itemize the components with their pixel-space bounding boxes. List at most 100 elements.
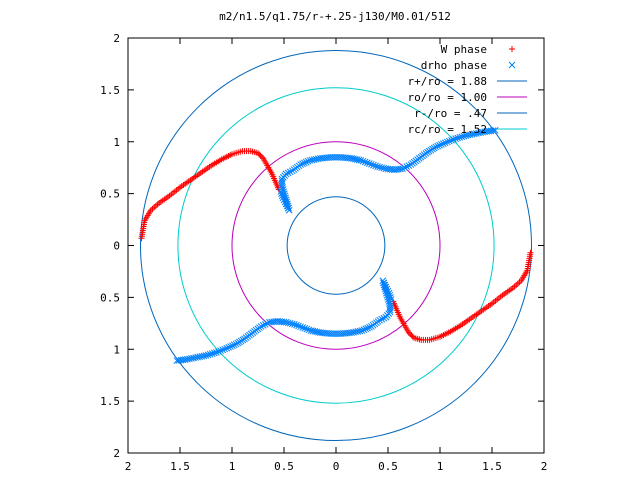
y-tick-label: 1	[113, 343, 120, 356]
data-point	[491, 126, 499, 134]
data-point	[297, 323, 304, 331]
legend-swatch	[509, 46, 515, 52]
data-point	[443, 138, 451, 146]
x-tick-label: 1	[229, 460, 236, 473]
data-point	[403, 163, 411, 171]
data-point	[381, 285, 389, 293]
data-point	[204, 351, 212, 359]
data-point	[359, 157, 367, 165]
data-point	[382, 313, 390, 321]
data-point	[370, 161, 377, 169]
data-point	[460, 132, 468, 140]
data-point	[397, 165, 404, 173]
data-point	[279, 186, 287, 193]
data-point	[452, 135, 459, 142]
data-point	[213, 349, 220, 356]
data-point	[293, 321, 300, 329]
data-point	[264, 319, 271, 327]
data-point	[281, 192, 289, 200]
data-point	[380, 279, 387, 287]
x-tick-label: 1.5	[170, 460, 190, 473]
data-point	[304, 157, 312, 165]
data-point	[284, 169, 292, 177]
data-point	[230, 341, 238, 349]
data-point	[368, 160, 375, 168]
reference-circle	[177, 87, 495, 404]
data-point	[378, 315, 386, 323]
data-point	[432, 143, 440, 151]
data-point	[258, 154, 265, 161]
data-point	[278, 177, 286, 185]
data-point	[384, 296, 392, 303]
data-point	[299, 160, 306, 168]
data-point	[380, 281, 388, 289]
legend-label: ro/ro = 1.00	[408, 91, 487, 104]
data-point	[307, 327, 315, 334]
data-point	[383, 291, 391, 299]
data-point	[409, 333, 416, 340]
x-tick-label: 1.5	[482, 460, 502, 473]
x-tick-label: 2	[541, 460, 548, 473]
data-point	[282, 196, 290, 204]
y-tick-label: 0.5	[100, 188, 120, 201]
data-point	[366, 323, 373, 331]
data-point	[280, 188, 288, 195]
data-point	[302, 158, 310, 166]
data-point	[257, 152, 264, 159]
data-point	[436, 141, 443, 149]
data-point	[282, 194, 289, 202]
y-tick-label: 1.5	[100, 84, 120, 97]
data-point	[215, 348, 222, 355]
x-tick-label: 0.5	[274, 460, 294, 473]
data-point	[261, 320, 269, 328]
data-point	[227, 343, 234, 350]
y-tick-label: 1	[113, 136, 120, 149]
y-tick-label: 1.5	[100, 395, 120, 408]
data-point	[284, 200, 291, 208]
data-point	[380, 314, 388, 322]
data-point	[266, 318, 273, 326]
data-point	[217, 347, 224, 355]
data-point	[383, 289, 390, 297]
data-point	[489, 127, 497, 134]
data-point	[255, 150, 261, 157]
data-point	[458, 133, 466, 141]
data-point	[378, 164, 386, 172]
data-point	[286, 319, 294, 327]
data-point	[280, 190, 288, 197]
data-point	[448, 136, 455, 144]
data-point	[283, 198, 291, 206]
data-point	[210, 349, 218, 357]
legend: W phase drho phase r+/ro = 1.88 ro/ro = 1.0…	[408, 43, 527, 136]
data-point	[206, 350, 214, 358]
legend-label: drho phase	[421, 59, 487, 72]
data-point	[381, 283, 388, 291]
data-point	[385, 298, 393, 305]
data-point	[360, 326, 368, 334]
chart-title: m2/n1.5/q1.75/r-+.25-j130/M0.01/512	[219, 10, 451, 23]
legend-label: rc/ro = 1.52	[408, 123, 487, 136]
data-point	[229, 342, 236, 350]
data-point	[301, 324, 309, 332]
data-point	[376, 163, 384, 171]
data-point	[446, 137, 453, 145]
y-tick-label: 0	[113, 240, 120, 253]
data-point	[175, 357, 183, 364]
legend-swatch	[508, 61, 516, 69]
data-point	[365, 160, 373, 167]
data-point	[309, 327, 317, 335]
axis-ticks: 2 1.5 1 0.5 0 0.5 1 1.5 221.510.500.511.52	[100, 32, 547, 473]
data-point	[256, 151, 263, 158]
data-point	[411, 334, 417, 341]
data-point	[219, 346, 226, 354]
data-point	[407, 330, 414, 337]
data-point	[303, 325, 311, 333]
data-point	[362, 325, 370, 333]
data-point	[401, 164, 408, 172]
x-tick-label: 0	[333, 460, 340, 473]
data-point	[232, 340, 240, 348]
data-point	[382, 287, 390, 295]
reference-circle	[139, 49, 533, 442]
data-point	[297, 161, 304, 168]
